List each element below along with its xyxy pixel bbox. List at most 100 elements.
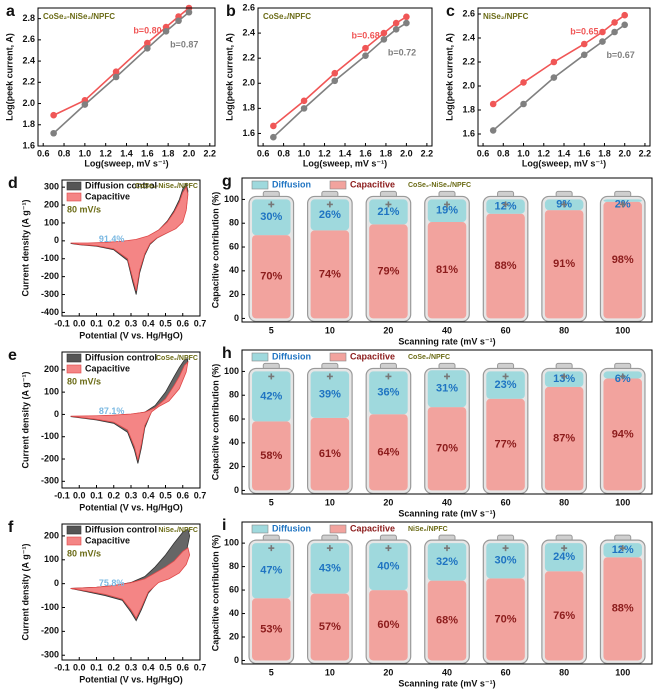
bar-segment bbox=[310, 543, 350, 594]
panel-label: b bbox=[226, 3, 236, 20]
y-tick-label: 40 bbox=[229, 437, 239, 447]
data-point bbox=[112, 73, 120, 81]
y-tick-label: 300 bbox=[44, 182, 59, 192]
bar-segment bbox=[603, 557, 642, 661]
bar-segment bbox=[603, 199, 642, 202]
bar-segment bbox=[603, 201, 642, 319]
x-axis-title: Potential (V vs. Hg/HgO) bbox=[79, 330, 183, 340]
bar-segment bbox=[310, 593, 350, 661]
y-tick-label: 40 bbox=[229, 608, 239, 618]
y-tick-label: 200 bbox=[44, 364, 59, 374]
y-axis-title: Capacitive contribution (%) bbox=[210, 364, 220, 481]
value-label: 81% bbox=[436, 264, 458, 276]
x-tick-label: 0.5 bbox=[159, 490, 172, 500]
y-tick-label: -100 bbox=[41, 431, 59, 441]
x-tick-label: 0.7 bbox=[194, 490, 207, 500]
sample-name: CoSe₂/NPFC bbox=[408, 354, 450, 361]
y-tick-label: 2.2 bbox=[462, 56, 475, 66]
y-tick-label: 0 bbox=[234, 313, 239, 323]
x-tick-label: 10 bbox=[325, 497, 335, 507]
sample-name: CoSe₂-NiSe₂/NPFC bbox=[135, 183, 198, 190]
legend-swatch bbox=[329, 352, 347, 362]
value-label: 53% bbox=[260, 623, 282, 635]
x-tick-label: 0.3 bbox=[125, 490, 138, 500]
fit-line bbox=[53, 7, 190, 116]
x-tick-label: 0.7 bbox=[194, 662, 207, 672]
x-axis-title: Scanning rate (mV s⁻¹) bbox=[398, 678, 495, 688]
legend-label: Diffusion control bbox=[85, 352, 157, 362]
value-label: 98% bbox=[612, 254, 634, 266]
value-label: 30% bbox=[495, 555, 517, 567]
y-tick-label: 80 bbox=[229, 561, 239, 571]
value-label: 19% bbox=[436, 205, 458, 217]
plot-frame bbox=[61, 351, 201, 489]
value-label: 47% bbox=[260, 565, 282, 577]
data-point bbox=[611, 19, 618, 26]
legend-label: Capacitive bbox=[85, 191, 130, 201]
legend-label: Capacitive bbox=[85, 535, 130, 545]
legend-label: Capacitive bbox=[85, 363, 130, 373]
bar-segment bbox=[427, 222, 467, 319]
y-tick-label: -300 bbox=[41, 289, 59, 299]
bar-segment bbox=[369, 224, 408, 319]
scan-rate: 80 mV/s bbox=[67, 376, 101, 386]
data-point bbox=[300, 97, 308, 105]
data-point bbox=[162, 28, 170, 35]
value-label: 43% bbox=[319, 562, 341, 574]
x-tick-label: 0.6 bbox=[477, 148, 490, 158]
y-tick-label: 200 bbox=[44, 199, 59, 209]
x-tick-label: 1.8 bbox=[380, 148, 393, 158]
legend-label: Capacitive bbox=[350, 523, 395, 533]
y-axis-title: Log(peek current, A) bbox=[224, 33, 234, 121]
panel-label: h bbox=[222, 345, 232, 362]
y-axis-title: Current density (A g⁻¹) bbox=[20, 372, 30, 469]
y-tick-label: 2.2 bbox=[22, 77, 35, 87]
x-tick-label: 0.1 bbox=[90, 490, 103, 500]
x-axis-title: Log(sweep, mV s⁻¹) bbox=[303, 158, 387, 168]
legend-swatch bbox=[251, 180, 269, 190]
bar-segment bbox=[369, 371, 408, 415]
y-tick-label: 100 bbox=[44, 217, 59, 227]
value-label: 57% bbox=[319, 621, 341, 633]
y-tick-label: 20 bbox=[229, 461, 239, 471]
fit-annotation: b=0.67 bbox=[606, 50, 634, 60]
x-tick-label: 0.4 bbox=[142, 318, 155, 328]
bar-segment bbox=[486, 543, 525, 579]
data-point bbox=[580, 51, 588, 59]
panel-label: d bbox=[8, 175, 18, 192]
data-point bbox=[50, 111, 57, 119]
y-tick-label: 1.8 bbox=[462, 104, 475, 114]
value-label: 61% bbox=[319, 448, 341, 460]
bar-segment bbox=[369, 199, 408, 225]
data-point bbox=[489, 100, 497, 108]
data-point bbox=[112, 68, 120, 75]
sample-name: NiSe₂/NPFC bbox=[483, 12, 529, 21]
value-label: 64% bbox=[377, 446, 399, 458]
y-tick-label: 40 bbox=[229, 265, 239, 275]
y-tick-label: 1.8 bbox=[22, 119, 35, 129]
y-tick-label: 2.0 bbox=[22, 98, 35, 108]
data-point bbox=[599, 38, 606, 45]
legend-swatch bbox=[66, 536, 82, 546]
x-tick-label: 0.8 bbox=[497, 148, 510, 158]
x-tick-label: -0.1 bbox=[54, 318, 70, 328]
bar-segment bbox=[310, 199, 350, 231]
bar-segment bbox=[369, 543, 408, 591]
x-tick-label: 0.2 bbox=[107, 662, 120, 672]
value-label: 77% bbox=[495, 439, 517, 451]
x-tick-label: 100 bbox=[615, 325, 630, 335]
x-tick-label: 20 bbox=[383, 325, 393, 335]
x-tick-label: 40 bbox=[442, 497, 452, 507]
data-point bbox=[331, 77, 339, 85]
value-label: 40% bbox=[377, 561, 399, 573]
y-tick-label: 2.8 bbox=[22, 13, 35, 23]
x-axis-title: Log(sweep, mV s⁻¹) bbox=[84, 158, 168, 168]
legend-label: Diffusion bbox=[272, 351, 311, 361]
value-label: 94% bbox=[612, 428, 634, 440]
x-tick-label: 0.2 bbox=[107, 318, 120, 328]
y-tick-label: 0 bbox=[54, 578, 59, 588]
x-tick-label: 0.0 bbox=[73, 490, 86, 500]
value-label: 70% bbox=[495, 613, 517, 625]
y-tick-label: 60 bbox=[229, 241, 239, 251]
bar-segment bbox=[544, 210, 584, 319]
